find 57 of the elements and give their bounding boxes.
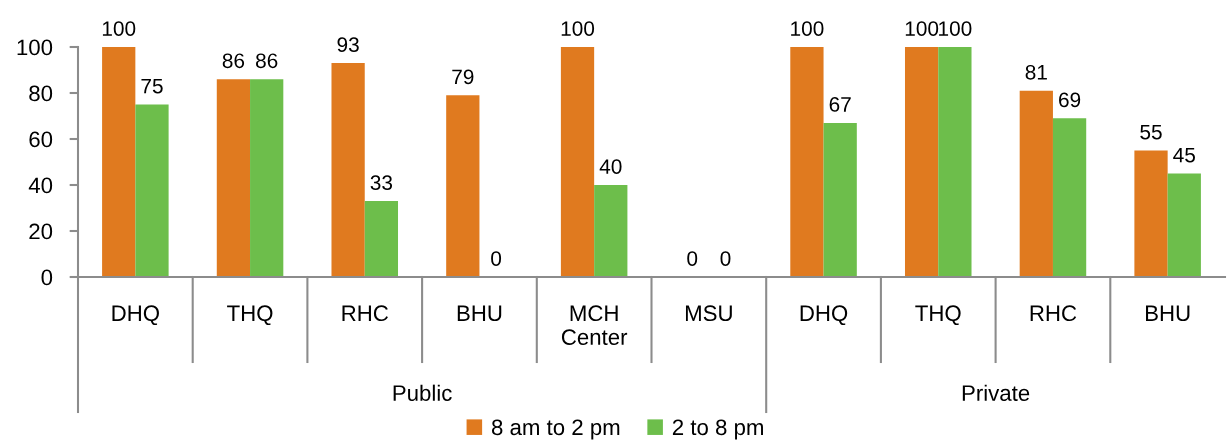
data-label: 69 (1059, 92, 1081, 108)
x-tick-label: MSU (685, 305, 732, 322)
y-tick-label: 60 (29, 131, 53, 148)
y-tick-label: 80 (29, 85, 53, 102)
x-tick-label: THQ (915, 305, 961, 326)
bar (560, 47, 595, 277)
bar (938, 47, 972, 277)
data-label: 55 (1140, 124, 1162, 140)
x-tick-label: MCH Center (561, 305, 628, 346)
x-tick-label: THQ (227, 305, 273, 326)
bar (594, 185, 628, 277)
data-label: 100 (905, 21, 939, 36)
x-tick-label: DHQ (112, 305, 159, 326)
bar (102, 47, 136, 277)
bar (250, 79, 284, 277)
bar (823, 122, 857, 277)
bar (446, 95, 480, 277)
x-tick-label: DHQ (800, 305, 848, 326)
y-tick-label: 100 (17, 39, 53, 56)
data-label: 100 (102, 21, 136, 36)
x-tick-label: BHU (1146, 305, 1190, 322)
data-label: 0 (687, 251, 698, 266)
y-tick-label: 40 (28, 177, 53, 194)
data-label: 100 (939, 21, 972, 36)
bar (216, 79, 251, 277)
data-label: 67 (829, 97, 851, 112)
legend-label: 2 to 8 pm (672, 419, 763, 440)
data-label: 100 (561, 21, 595, 36)
data-label: 0 (720, 251, 731, 266)
bar (1052, 118, 1087, 277)
x-tick-label: RHC (1030, 305, 1077, 322)
data-label: 93 (337, 37, 359, 53)
bar (1019, 90, 1053, 277)
data-label: 33 (370, 175, 393, 191)
data-label: 0 (491, 251, 502, 266)
text: Private (962, 384, 1030, 401)
text: Public (393, 384, 452, 401)
x-tick-label: RHC (342, 305, 388, 322)
data-label: 79 (452, 69, 474, 85)
bar (1167, 173, 1201, 277)
y-tick-label: 0 (41, 269, 53, 286)
data-label: 45 (1173, 147, 1195, 163)
bar (364, 201, 399, 277)
data-label: 81 (1025, 64, 1047, 80)
data-label: 86 (222, 53, 245, 69)
bar (790, 47, 824, 277)
bar (904, 47, 939, 277)
legend-label: 8 am to 2 pm (491, 419, 620, 440)
data-label: 100 (791, 21, 824, 36)
bar (1134, 150, 1168, 277)
data-label: 86 (256, 53, 278, 69)
data-label: 75 (141, 78, 163, 94)
data-label: 40 (599, 159, 622, 174)
bar (331, 63, 365, 277)
y-tick-label: 20 (29, 223, 53, 240)
x-tick-label: BHU (457, 305, 502, 322)
bar (135, 104, 169, 277)
